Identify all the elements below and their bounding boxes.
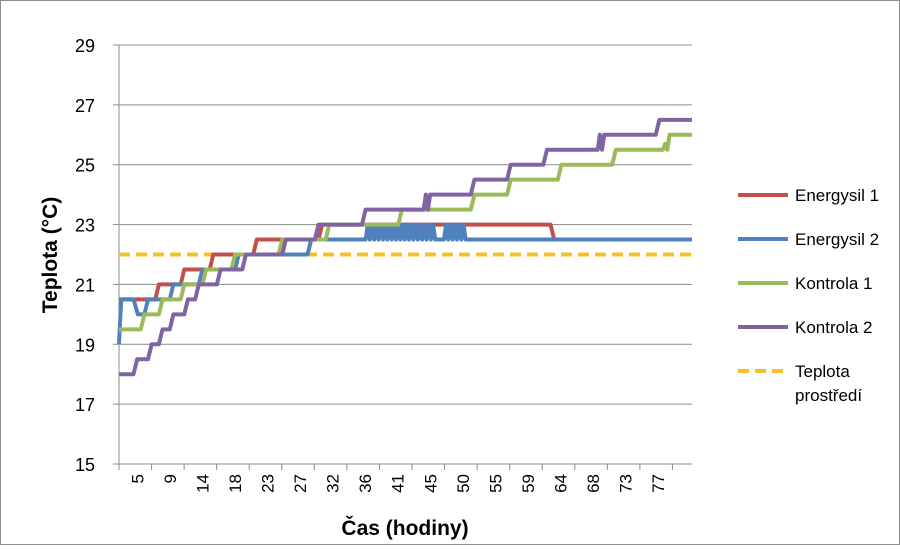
series-line-kontrola-2 bbox=[119, 117, 692, 377]
x-tick-label: 27 bbox=[291, 474, 310, 493]
x-tick-label: 77 bbox=[649, 474, 668, 493]
x-tick-label: 68 bbox=[584, 474, 603, 493]
x-tick-label: 9 bbox=[161, 474, 180, 483]
y-tick-label: 29 bbox=[75, 36, 95, 56]
x-tick-label: 18 bbox=[226, 474, 245, 493]
y-tick-labels: 15 17 19 21 23 25 27 29 bbox=[75, 36, 95, 475]
series-lines bbox=[117, 117, 692, 377]
legend-label: Teplota bbox=[795, 362, 850, 381]
legend: Energysil 1 Energysil 2 Kontrola 1 Kontrola… bbox=[738, 186, 879, 405]
legend-label: Energysil 2 bbox=[795, 230, 879, 249]
x-tick-label: 50 bbox=[454, 474, 473, 493]
legend-label: Energysil 1 bbox=[795, 186, 879, 205]
x-tick-label: 41 bbox=[389, 474, 408, 493]
x-tick-label: 64 bbox=[552, 474, 571, 493]
y-tick-label: 19 bbox=[75, 335, 95, 355]
x-tick-label: 73 bbox=[617, 474, 636, 493]
x-tick-label: 32 bbox=[324, 474, 343, 493]
x-tick-label: 45 bbox=[421, 474, 440, 493]
legend-label: Kontrola 1 bbox=[795, 274, 873, 293]
y-axis-title: Teplota (°C) bbox=[39, 197, 62, 314]
y-tick-label: 21 bbox=[75, 275, 95, 295]
x-tick-label: 59 bbox=[519, 474, 538, 493]
x-tick-label: 36 bbox=[356, 474, 375, 493]
y-tick-label: 25 bbox=[75, 156, 95, 176]
x-axis-title: Čas (hodiny) bbox=[341, 516, 468, 540]
legend-label: prostředí bbox=[795, 386, 862, 405]
y-tick-label: 23 bbox=[75, 216, 95, 236]
y-tick-label: 15 bbox=[75, 455, 95, 475]
x-tick-label: 14 bbox=[193, 474, 212, 493]
x-tick-labels: 5 9 14 18 23 27 32 36 41 45 50 55 59 64 68 73 77 bbox=[128, 474, 668, 493]
x-tick-label: 23 bbox=[259, 474, 278, 493]
legend-label: Kontrola 2 bbox=[795, 318, 873, 337]
axes bbox=[113, 44, 692, 470]
y-tick-label: 17 bbox=[75, 395, 95, 415]
x-tick-label: 55 bbox=[486, 474, 505, 493]
y-tick-label: 27 bbox=[75, 96, 95, 116]
x-tick-label: 5 bbox=[128, 474, 147, 483]
